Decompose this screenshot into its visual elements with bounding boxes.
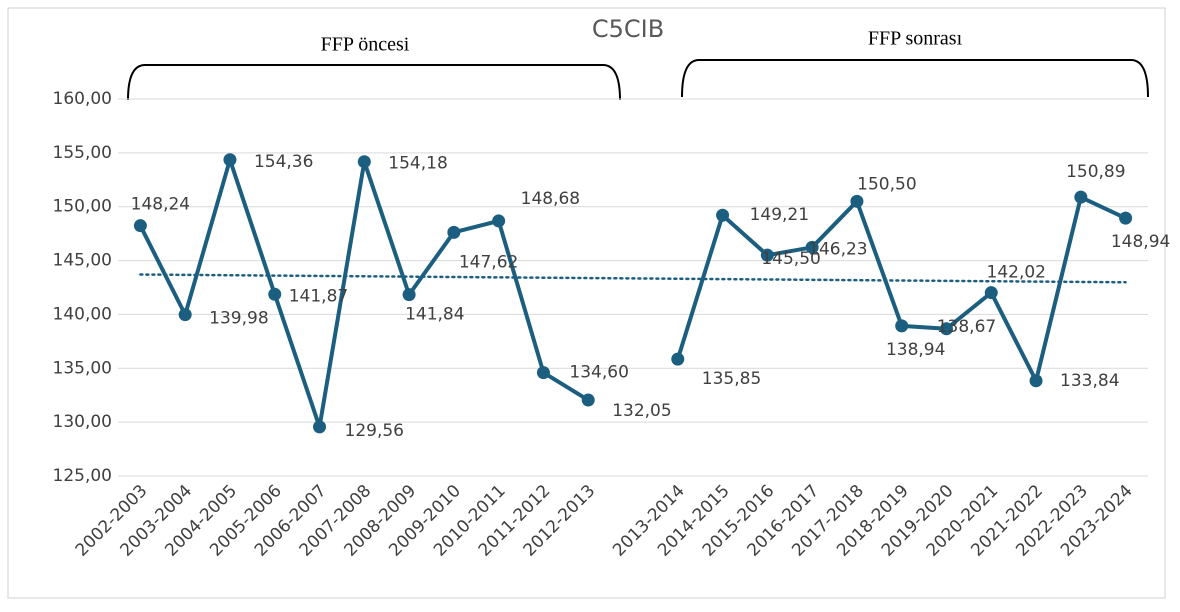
data-label: 148,24 — [131, 195, 190, 215]
annotation: FFP sonrası — [868, 28, 963, 50]
y-tick-label: 150,00 — [53, 197, 112, 217]
data-label: 148,68 — [521, 189, 580, 209]
data-label: 135,85 — [702, 369, 761, 389]
data-point — [178, 308, 192, 322]
trendline — [139, 273, 1127, 284]
data-point — [133, 219, 147, 233]
bracket — [681, 59, 1149, 98]
data-point — [850, 194, 864, 208]
data-label: 150,89 — [1066, 162, 1125, 182]
data-label: 148,94 — [1111, 232, 1170, 252]
data-label: 150,50 — [857, 174, 916, 194]
y-tick-label: 145,00 — [53, 251, 112, 271]
data-point — [223, 153, 237, 167]
data-point — [1119, 211, 1133, 225]
data-point — [313, 420, 327, 434]
y-tick-label: 140,00 — [53, 304, 112, 324]
data-point — [895, 319, 909, 333]
chart-title: C5CIB — [592, 15, 664, 43]
data-label: 146,23 — [808, 239, 867, 259]
data-point — [536, 366, 550, 380]
data-point — [939, 322, 953, 336]
data-label: 138,94 — [886, 340, 945, 360]
y-tick-label: 160,00 — [53, 89, 112, 109]
data-point — [1074, 190, 1088, 204]
data-label: 145,50 — [761, 249, 820, 269]
annotation: FFP öncesi — [321, 34, 410, 56]
bracket — [127, 64, 621, 101]
chart-border — [7, 7, 1166, 599]
data-label: 139,98 — [209, 309, 268, 329]
data-point — [1029, 374, 1043, 388]
data-label: 138,67 — [937, 317, 996, 337]
data-label: 154,36 — [254, 152, 313, 172]
data-label: 133,84 — [1060, 371, 1119, 391]
data-point — [447, 225, 461, 239]
data-point — [268, 287, 282, 301]
data-point — [671, 352, 685, 366]
data-point — [492, 214, 506, 228]
y-tick-label: 130,00 — [53, 412, 112, 432]
data-point — [984, 286, 998, 300]
data-label: 142,02 — [987, 263, 1046, 283]
data-label: 141,84 — [405, 305, 464, 325]
data-point — [402, 288, 416, 302]
data-point — [581, 393, 595, 407]
data-label: 154,18 — [388, 154, 447, 174]
y-tick-label: 155,00 — [53, 143, 112, 163]
y-tick-label: 135,00 — [53, 358, 112, 378]
data-label: 134,60 — [569, 363, 628, 383]
data-label: 147,62 — [459, 252, 518, 272]
data-label: 132,05 — [612, 401, 671, 421]
data-point — [805, 240, 819, 254]
data-label: 141,87 — [289, 286, 348, 306]
y-tick-label: 125,00 — [53, 466, 112, 486]
data-label: 129,56 — [345, 421, 404, 441]
data-point — [716, 208, 730, 222]
data-point — [760, 248, 774, 262]
data-point — [357, 155, 371, 169]
data-label: 149,21 — [750, 205, 809, 225]
